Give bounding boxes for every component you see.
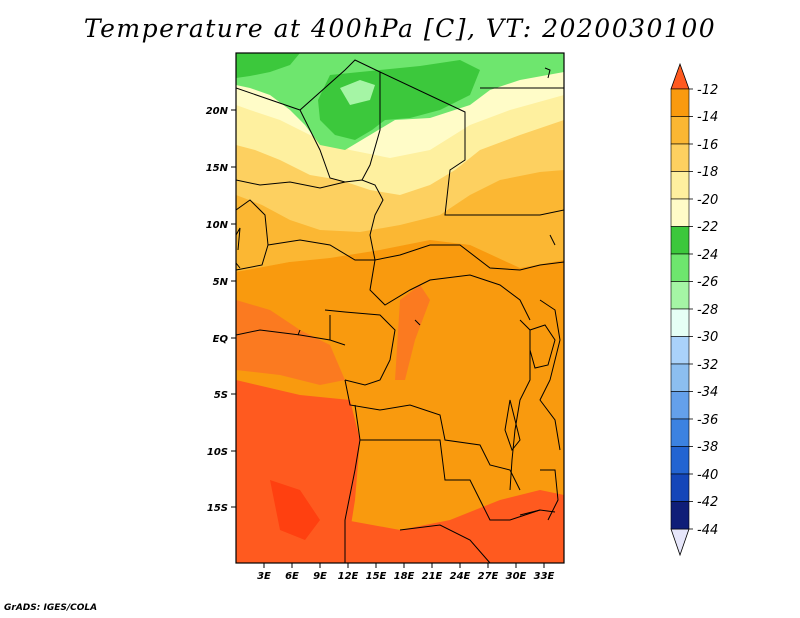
colorbar-label: -34 [697, 385, 718, 400]
colorbar-label: -38 [697, 440, 718, 455]
colorbar-label: -44 [697, 523, 718, 538]
colorbar-label: -20 [697, 193, 718, 208]
colorbar-cell [670, 171, 690, 200]
lat-label: 15S [207, 503, 228, 514]
country-borders [236, 59, 564, 563]
lon-label: 15E [366, 571, 387, 582]
colorbar-top-arrow [670, 62, 690, 90]
colorbar-label: -22 [697, 220, 718, 235]
axis-ticks [231, 109, 545, 568]
lon-label: 21E [422, 571, 443, 582]
lon-label: 12E [338, 571, 359, 582]
colorbar-cell [670, 281, 690, 310]
lon-label: 18E [394, 571, 415, 582]
colorbar-cell [670, 446, 690, 475]
colorbar-label: -36 [697, 413, 718, 428]
colorbar-cell [670, 308, 690, 337]
colorbar-cell [670, 391, 690, 420]
colorbar-label: -28 [697, 303, 718, 318]
colorbar-cell [670, 116, 690, 145]
colorbar-label: -12 [697, 83, 718, 98]
lon-label: 33E [534, 571, 555, 582]
lat-label: 20N [206, 106, 229, 117]
colorbar-label: -14 [697, 110, 718, 125]
lon-label: 24E [450, 571, 471, 582]
colorbar-label: -40 [697, 468, 718, 483]
colorbar-label: -32 [697, 358, 718, 373]
colorbar-label: -30 [697, 330, 718, 345]
lon-label: 30E [506, 571, 527, 582]
colorbar-cell [670, 336, 690, 365]
colorbar: -12 -14 -16 -18 -20 -22 -24 -26 -28 -30 … [670, 62, 718, 557]
colorbar-cell [670, 226, 690, 255]
lat-label: 5S [214, 390, 228, 401]
colorbar-cell [670, 143, 690, 172]
lon-label: 9E [313, 571, 327, 582]
lon-label: 3E [257, 571, 271, 582]
colorbar-cell [670, 253, 690, 282]
colorbar-cell [670, 198, 690, 227]
lat-label: 15N [206, 163, 229, 174]
map-frame [235, 52, 565, 564]
colorbar-label: -26 [697, 275, 718, 290]
colorbar-bottom-arrow [670, 528, 690, 557]
lon-label: 6E [285, 571, 299, 582]
lat-label: EQ [213, 334, 229, 345]
colorbar-cell [670, 88, 690, 117]
temperature-field [236, 53, 564, 563]
colorbar-label: -42 [697, 495, 718, 510]
lat-label: 5N [213, 277, 229, 288]
lat-label: 10S [207, 447, 228, 458]
colorbar-cell [670, 418, 690, 447]
credit-text: GrADS: IGES/COLA [4, 603, 98, 613]
colorbar-cell [670, 501, 690, 530]
map-title: Temperature at 400hPa [C], VT: 202003010… [83, 14, 717, 43]
colorbar-label: -16 [697, 138, 718, 153]
colorbar-cell [670, 363, 690, 392]
lat-label: 10N [206, 220, 229, 231]
lon-label: 27E [478, 571, 499, 582]
colorbar-label: -18 [697, 165, 718, 180]
colorbar-label: -24 [697, 248, 718, 263]
colorbar-cell [670, 473, 690, 502]
